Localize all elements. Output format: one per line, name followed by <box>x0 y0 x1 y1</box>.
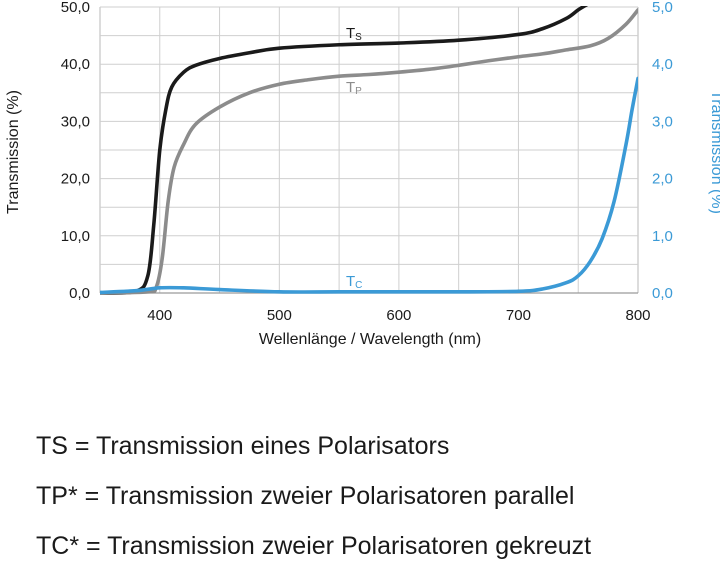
series-labels: TS TP TC <box>346 25 362 291</box>
series-label-tp: TP <box>346 79 362 97</box>
x-tick-label: 600 <box>386 307 411 324</box>
transmission-chart: 400 500 600 700 800 0,010,020,030,040,050,0 … <box>5 0 720 348</box>
y-tick-label-left: 50,0 <box>61 0 90 16</box>
y-tick-label-left: 40,0 <box>61 56 90 73</box>
legend-entry-ts: TS = Transmission eines Polarisators <box>36 432 450 460</box>
y-tick-label-right: 5,0 <box>652 0 673 16</box>
legend: TS = Transmission eines Polarisators TP*… <box>36 426 716 576</box>
series-line-tc <box>100 76 638 295</box>
y-tick-label-left: 10,0 <box>61 228 90 245</box>
y-tick-label-right: 2,0 <box>652 171 673 188</box>
y-tick-label-left: 0,0 <box>69 285 90 302</box>
y-tick-label-right: 4,0 <box>652 56 673 73</box>
y-axis-title-right: Transmission (%) <box>708 90 720 214</box>
series-layer <box>100 6 638 295</box>
y-tick-label-left: 30,0 <box>61 113 90 130</box>
y-tick-label-right: 1,0 <box>652 228 673 245</box>
y-axis-title-left: Transmission (%) <box>5 90 22 214</box>
x-axis-title: Wellenlänge / Wavelength (nm) <box>259 331 481 348</box>
y-tick-labels-left: 0,0 10,0 20,0 30,0 40,0 50,0 <box>61 0 90 302</box>
series-line-ts <box>100 6 589 295</box>
x-tick-labels: 400 500 600 700 800 <box>147 307 650 324</box>
y-tick-labels-right: 0,0 1,0 2,0 3,0 4,0 5,0 <box>652 0 673 302</box>
y-tick-label-right: 0,0 <box>652 285 673 302</box>
y-tick-label-right: 3,0 <box>652 113 673 130</box>
series-label-tc: TC <box>346 273 362 291</box>
x-tick-label: 800 <box>625 307 650 324</box>
x-tick-label: 500 <box>267 307 292 324</box>
legend-entry-tp: TP* = Transmission zweier Polarisatoren … <box>36 482 575 510</box>
y-tick-label-left: 20,0 <box>61 171 90 188</box>
series-label-ts: TS <box>346 25 362 43</box>
legend-entry-tc: TC* = Transmission zweier Polarisatoren … <box>36 532 592 560</box>
series-line-tp <box>100 8 638 295</box>
x-tick-label: 400 <box>147 307 172 324</box>
grid <box>99 6 639 294</box>
x-tick-label: 700 <box>506 307 531 324</box>
